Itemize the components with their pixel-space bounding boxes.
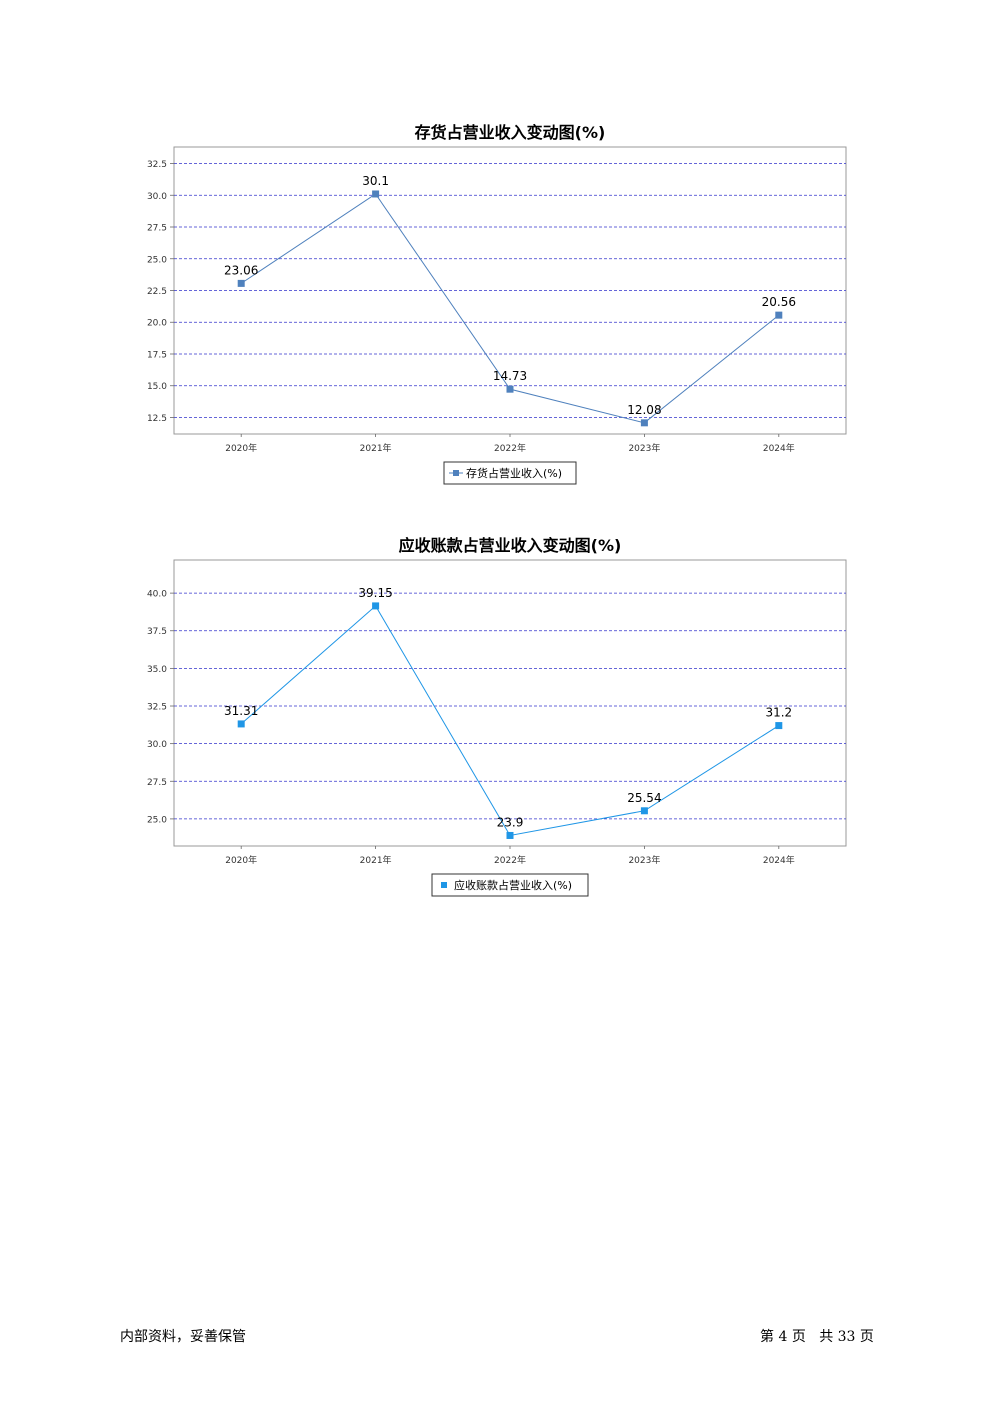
page-mid: 页 <box>791 1329 806 1345</box>
data-point <box>775 722 783 730</box>
y-tick-label: 37.5 <box>147 627 167 637</box>
data-label: 25.54 <box>627 791 661 805</box>
x-tick-label: 2020年 <box>225 442 257 454</box>
legend-box <box>443 461 577 485</box>
page-prefix: 第 <box>760 1329 774 1345</box>
y-tick-label: 32.5 <box>147 703 167 713</box>
data-label: 14.73 <box>493 369 527 383</box>
data-point <box>775 311 783 319</box>
chart-title: 存货占营业收入变动图(%) <box>415 123 606 142</box>
x-tick-label: 2022年 <box>494 442 526 454</box>
x-tick-label: 2024年 <box>763 854 795 866</box>
data-point <box>372 602 380 610</box>
y-tick-label: 35.0 <box>147 665 167 675</box>
total-prefix: 共 <box>819 1329 834 1345</box>
data-label: 12.08 <box>627 403 661 417</box>
data-point <box>640 419 648 427</box>
inventory-chart-svg: 存货占营业收入变动图(%) 12.5 15.0 17.5 20.0 22.5 25.0 27.… <box>147 123 847 485</box>
y-tick-label: 22.5 <box>147 287 167 297</box>
footer-page-info: 第 4 页 共 33 页 <box>760 1326 874 1346</box>
legend-marker <box>453 470 459 476</box>
x-tick-label: 2024年 <box>763 442 795 454</box>
data-label: 23.9 <box>497 815 524 829</box>
legend-marker <box>441 882 447 888</box>
y-tick-label: 15.0 <box>147 382 167 392</box>
y-tick-label: 40.0 <box>147 590 167 600</box>
legend-box <box>431 873 589 897</box>
y-tick-label: 27.5 <box>147 224 167 234</box>
data-label: 30.1 <box>362 174 389 188</box>
footer-confidential-note: 内部资料，妥善保管 <box>120 1329 246 1345</box>
y-tick-label: 32.5 <box>147 160 167 170</box>
x-tick-label: 2020年 <box>225 854 257 866</box>
data-label: 39.15 <box>358 586 392 600</box>
legend-label: 应收账款占营业收入(%) <box>454 878 572 892</box>
data-point <box>237 279 245 287</box>
y-tick-label: 27.5 <box>147 778 167 788</box>
inventory-revenue-chart: 存货占营业收入变动图(%) 12.5 15.0 17.5 20.0 22.5 25.0 27.… <box>0 110 992 500</box>
data-point <box>506 385 514 393</box>
data-point <box>640 807 648 815</box>
receivables-chart-svg: 应收账款占营业收入变动图(%) 25.0 27.5 30.0 32.5 35.0 37.5 4… <box>147 536 847 897</box>
x-tick-label: 2021年 <box>360 442 392 454</box>
chart-title: 应收账款占营业收入变动图(%) <box>399 536 622 555</box>
receivables-revenue-chart: 应收账款占营业收入变动图(%) 25.0 27.5 30.0 32.5 35.0 37.5 4… <box>0 525 992 905</box>
total-pages: 33 <box>837 1329 856 1345</box>
y-tick-label: 17.5 <box>147 350 167 360</box>
data-label: 20.56 <box>762 295 796 309</box>
plot-area <box>173 559 847 847</box>
data-label: 23.06 <box>224 263 258 277</box>
x-tick-label: 2022年 <box>494 854 526 866</box>
total-suffix: 页 <box>859 1329 874 1345</box>
data-point <box>372 190 380 198</box>
data-point <box>506 831 514 839</box>
x-tick-label: 2023年 <box>628 442 660 454</box>
y-tick-label: 12.5 <box>147 414 167 424</box>
y-tick-label: 25.0 <box>147 255 167 265</box>
y-tick-label: 30.0 <box>147 740 167 750</box>
data-point <box>237 720 245 728</box>
y-tick-label: 25.0 <box>147 815 167 825</box>
y-tick-label: 20.0 <box>147 319 167 329</box>
data-label: 31.2 <box>765 706 792 720</box>
page-number: 4 <box>778 1329 788 1345</box>
data-label: 31.31 <box>224 704 258 718</box>
x-tick-label: 2023年 <box>628 854 660 866</box>
x-tick-label: 2021年 <box>360 854 392 866</box>
legend-label: 存货占营业收入(%) <box>466 466 562 480</box>
y-tick-label: 30.0 <box>147 192 167 202</box>
